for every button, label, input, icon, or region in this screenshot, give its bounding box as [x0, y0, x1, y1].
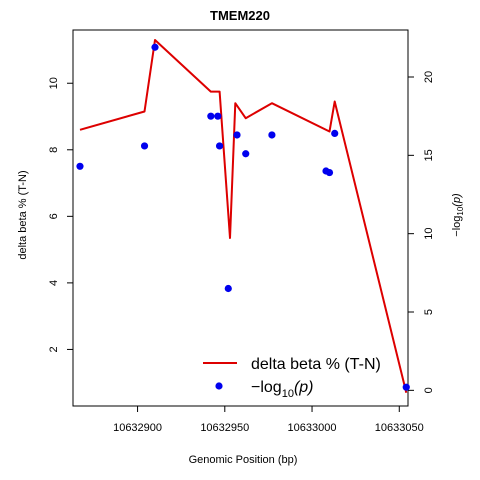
y-right-tick-label: 5	[423, 309, 435, 315]
pvalue-point	[242, 150, 250, 158]
pvalue-point	[268, 131, 276, 139]
pvalue-point	[224, 284, 232, 293]
y-right-tick-label: 0	[423, 387, 435, 393]
legend-point-label-subscript: 10	[282, 388, 294, 400]
x-tick-label: 10633000	[288, 422, 337, 434]
y-axis-left: 2 4 6 8 10	[48, 77, 73, 352]
pvalue-point	[140, 142, 149, 150]
pvalue-point	[325, 168, 334, 177]
pvalue-point	[214, 112, 222, 120]
y-left-tick-label: 10	[48, 77, 60, 89]
legend-point-label-prefix: −log	[251, 379, 282, 396]
pvalue-point	[76, 162, 84, 170]
chart-title: TMEM220	[210, 8, 270, 23]
y-axis-right: 0 5 10 15 20	[408, 71, 435, 393]
legend-point-swatch	[215, 382, 223, 390]
y-axis-right-label-subscript: 10	[456, 206, 465, 215]
plot-frame	[72, 29, 409, 407]
y-axis-right-label-prefix: −log	[451, 216, 463, 237]
legend: delta beta % (T-N) −log10(p)	[203, 356, 381, 400]
y-right-tick-label: 15	[423, 149, 435, 161]
y-left-tick-label: 6	[48, 213, 60, 219]
legend-point-label: −log10(p)	[251, 379, 314, 400]
y-right-tick-label: 10	[423, 228, 435, 240]
x-axis-label: Genomic Position (bp)	[189, 454, 298, 466]
pvalue-point	[402, 383, 410, 391]
legend-point-label-var: (p)	[294, 379, 314, 396]
x-tick-label: 10632900	[113, 422, 162, 434]
y-axis-right-label-var: (p)	[451, 193, 463, 207]
pvalue-point	[207, 112, 215, 120]
pvalue-point	[233, 131, 241, 139]
x-axis: 10632900 10632950 10633000 10633050	[113, 406, 424, 434]
x-tick-label: 10632950	[200, 422, 249, 434]
pvalue-point	[151, 43, 159, 51]
legend-line-label: delta beta % (T-N)	[251, 356, 381, 373]
y-axis-right-label: −log10(p)	[451, 193, 465, 237]
y-left-tick-label: 4	[48, 280, 60, 286]
y-axis-left-label: delta beta % (T-N)	[17, 170, 29, 259]
y-right-tick-label: 20	[423, 71, 435, 83]
series-layer	[76, 39, 410, 393]
pvalue-point	[331, 129, 339, 137]
x-tick-label: 10633050	[375, 422, 424, 434]
y-left-tick-label: 2	[48, 346, 60, 352]
y-left-tick-label: 8	[48, 147, 60, 153]
pvalue-point	[215, 142, 224, 150]
delta-beta-line	[79, 39, 408, 393]
